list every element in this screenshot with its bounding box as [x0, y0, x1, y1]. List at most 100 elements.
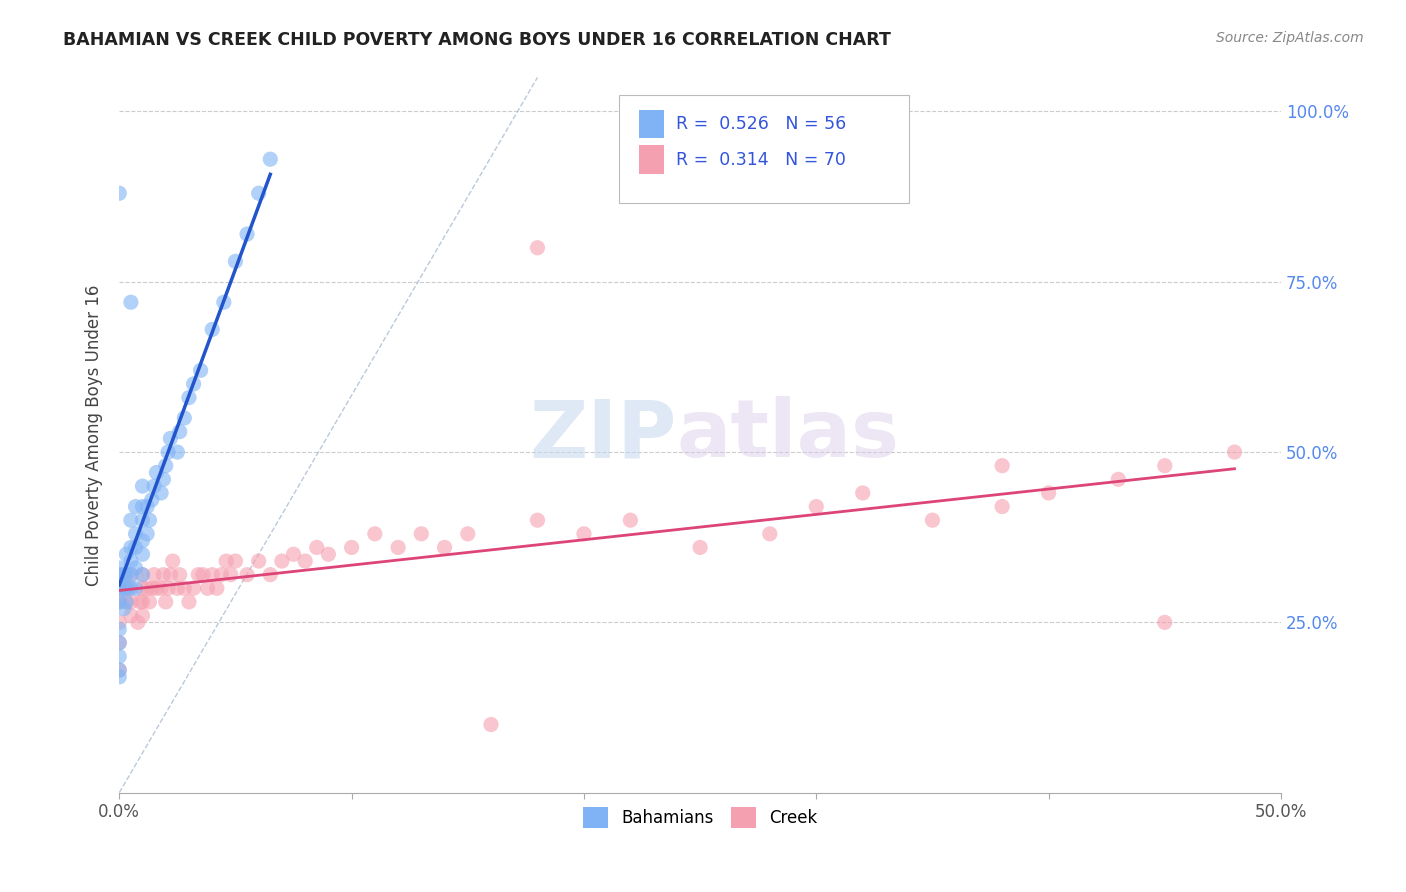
- Point: [619, 513, 641, 527]
- Point: [283, 547, 305, 561]
- Point: [1223, 445, 1246, 459]
- Point: [141, 582, 163, 596]
- Point: [120, 541, 142, 555]
- Point: [108, 186, 131, 201]
- Point: [318, 547, 340, 561]
- Point: [131, 608, 153, 623]
- Point: [108, 595, 131, 609]
- Text: ZIP: ZIP: [530, 396, 676, 474]
- Point: [157, 582, 180, 596]
- Point: [155, 595, 177, 609]
- Point: [215, 554, 238, 568]
- Point: [991, 458, 1014, 473]
- Point: [115, 595, 138, 609]
- Point: [108, 670, 131, 684]
- Point: [131, 533, 153, 548]
- Point: [212, 295, 235, 310]
- Point: [131, 567, 153, 582]
- Point: [131, 582, 153, 596]
- Point: [131, 479, 153, 493]
- Point: [236, 227, 259, 241]
- Point: [131, 595, 153, 609]
- Point: [141, 492, 163, 507]
- Point: [115, 567, 138, 582]
- Point: [145, 582, 167, 596]
- Point: [145, 466, 167, 480]
- Bar: [638, 110, 664, 138]
- Point: [108, 636, 131, 650]
- Point: [1038, 486, 1060, 500]
- Point: [120, 608, 142, 623]
- Point: [1153, 615, 1175, 630]
- Point: [136, 500, 159, 514]
- Point: [112, 601, 135, 615]
- Point: [224, 554, 246, 568]
- Point: [120, 554, 142, 568]
- Point: [124, 541, 146, 555]
- Point: [115, 595, 138, 609]
- Point: [162, 554, 184, 568]
- Point: [138, 595, 160, 609]
- Point: [131, 547, 153, 561]
- Point: [138, 513, 160, 527]
- Point: [157, 445, 180, 459]
- Point: [457, 526, 479, 541]
- Point: [201, 567, 224, 582]
- Point: [183, 376, 205, 391]
- Point: [294, 554, 316, 568]
- Point: [115, 547, 138, 561]
- Point: [143, 479, 166, 493]
- Text: R =  0.526   N = 56: R = 0.526 N = 56: [676, 115, 846, 133]
- Point: [124, 561, 146, 575]
- Point: [108, 574, 131, 589]
- Point: [219, 567, 242, 582]
- Point: [806, 500, 828, 514]
- Point: [120, 295, 142, 310]
- Point: [387, 541, 409, 555]
- Point: [173, 411, 195, 425]
- Point: [191, 567, 214, 582]
- Point: [131, 500, 153, 514]
- Point: [136, 582, 159, 596]
- Point: [411, 526, 433, 541]
- Point: [190, 363, 212, 377]
- Point: [852, 486, 875, 500]
- Point: [143, 567, 166, 582]
- Point: [340, 541, 363, 555]
- Point: [169, 425, 191, 439]
- Point: [572, 526, 595, 541]
- Point: [120, 513, 142, 527]
- Text: BAHAMIAN VS CREEK CHILD POVERTY AMONG BOYS UNDER 16 CORRELATION CHART: BAHAMIAN VS CREEK CHILD POVERTY AMONG BO…: [63, 31, 891, 49]
- Text: atlas: atlas: [676, 396, 900, 474]
- Point: [159, 432, 181, 446]
- Point: [479, 717, 502, 731]
- Point: [108, 582, 131, 596]
- Point: [129, 595, 152, 609]
- Point: [155, 458, 177, 473]
- Point: [108, 567, 131, 582]
- Point: [526, 241, 548, 255]
- Point: [201, 322, 224, 336]
- Point: [120, 567, 142, 582]
- Point: [152, 472, 174, 486]
- Point: [117, 582, 139, 596]
- Point: [991, 500, 1014, 514]
- Point: [224, 254, 246, 268]
- Point: [271, 554, 294, 568]
- Point: [108, 622, 131, 636]
- Point: [131, 513, 153, 527]
- Point: [108, 561, 131, 575]
- Point: [759, 526, 782, 541]
- Point: [197, 582, 219, 596]
- Point: [159, 567, 181, 582]
- Point: [183, 582, 205, 596]
- Point: [205, 582, 228, 596]
- Point: [305, 541, 328, 555]
- Point: [921, 513, 943, 527]
- Point: [150, 486, 173, 500]
- Point: [108, 663, 131, 677]
- Point: [124, 500, 146, 514]
- Point: [115, 582, 138, 596]
- Point: [108, 636, 131, 650]
- Point: [120, 595, 142, 609]
